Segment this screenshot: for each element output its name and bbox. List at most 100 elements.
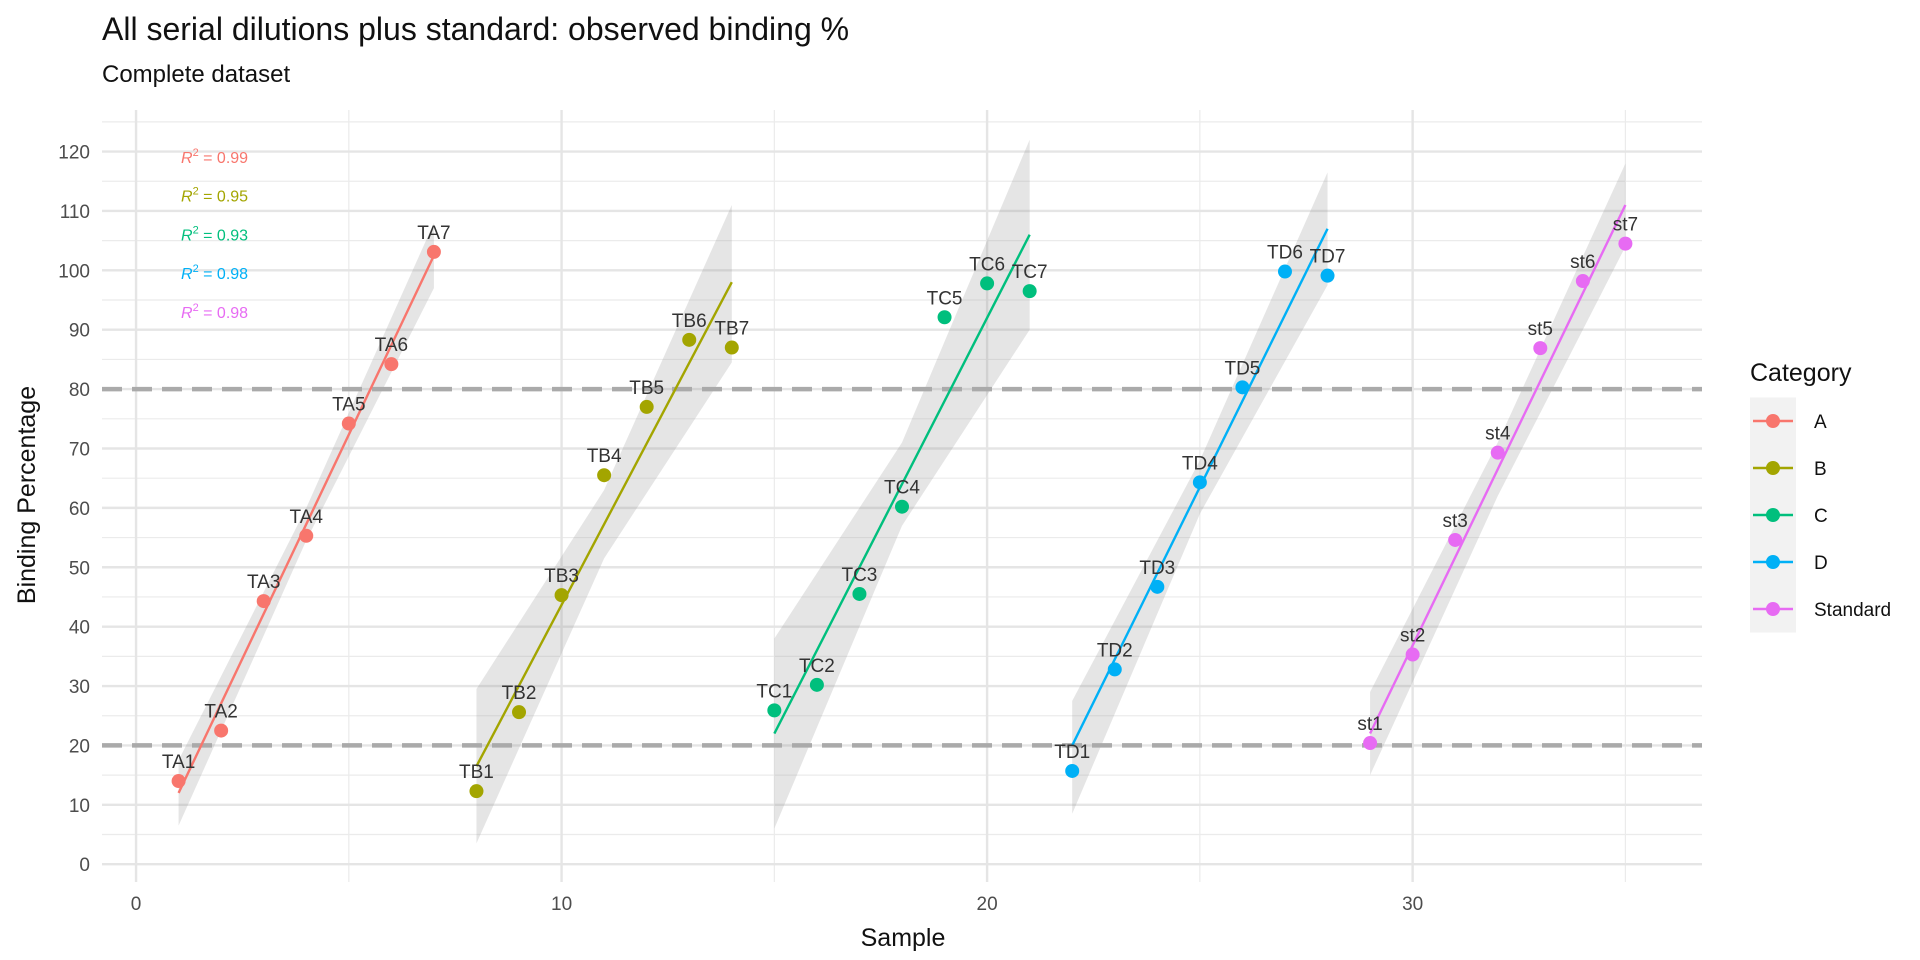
data-point [724, 340, 739, 355]
legend: Category A B C D Standard [1750, 359, 1891, 633]
y-axis-title: Binding Percentage [13, 386, 41, 604]
data-point [895, 499, 909, 514]
point-label: st5 [1528, 319, 1553, 340]
point-label: TB4 [587, 446, 622, 467]
confidence-band [1072, 172, 1328, 814]
data-point [1448, 532, 1463, 547]
data-point [1618, 236, 1633, 251]
chart-title: All serial dilutions plus standard: obse… [102, 11, 849, 47]
data-point [1277, 264, 1292, 279]
r-squared-label: R2 = 0.98 [181, 263, 248, 283]
point-label: TB5 [629, 378, 664, 399]
point-label: TA6 [375, 335, 408, 356]
y-tick-label: 70 [69, 439, 90, 460]
x-tick-label: 0 [131, 894, 142, 915]
y-tick-label: 20 [69, 736, 90, 757]
reference-lines [102, 386, 1702, 748]
r-squared-annotations: R2 = 0.99 R2 = 0.95 R2 = 0.93 R2 = 0.98 R2 =… [181, 147, 248, 322]
legend-title: Category [1750, 359, 1852, 387]
point-label: TA7 [417, 223, 450, 244]
x-tick-label: 20 [977, 894, 998, 915]
data-point [980, 276, 995, 291]
data-point [1320, 268, 1335, 283]
r-squared-label: R2 = 0.98 [181, 302, 248, 322]
data-point [852, 586, 867, 601]
minor-gridlines [102, 110, 1702, 882]
point-labels: TA1 TA2 TA3 TA4 TA5 TA6 TA7 TB1 TB2 TB3 TB4 TB5 TB6 T… [162, 215, 1638, 784]
point-label: st2 [1400, 626, 1425, 647]
y-tick-label: 90 [69, 321, 90, 342]
y-tick-label: 80 [69, 380, 90, 401]
data-point [469, 784, 484, 799]
point-label: TB2 [502, 683, 537, 704]
point-label: TA3 [247, 572, 280, 593]
y-axis-ticks: 0 10 20 30 40 50 60 70 80 90 100 110 120 [58, 143, 90, 877]
fit-line [177, 254, 435, 794]
point-label: TD7 [1310, 247, 1346, 268]
legend-label: A [1814, 412, 1827, 433]
point-label: TA4 [290, 507, 324, 528]
data-point [171, 774, 186, 789]
legend-label: C [1814, 506, 1828, 527]
data-point [299, 528, 314, 543]
data-points [171, 236, 1633, 799]
point-label: st4 [1485, 424, 1511, 445]
data-point [341, 416, 356, 431]
legend-label: Standard [1814, 600, 1891, 621]
r-squared-label: R2 = 0.95 [181, 186, 248, 206]
data-point [597, 468, 612, 483]
data-point [639, 399, 654, 414]
point-label: TC2 [799, 656, 835, 677]
point-label: TB6 [672, 311, 707, 332]
data-point [1192, 475, 1207, 490]
point-label: st6 [1570, 252, 1595, 273]
data-point [1533, 341, 1548, 356]
y-tick-label: 30 [69, 677, 90, 698]
data-point [214, 723, 229, 738]
data-point [809, 677, 824, 692]
chart-subtitle: Complete dataset [102, 61, 290, 88]
point-label: TD1 [1054, 742, 1090, 763]
point-label: st7 [1613, 215, 1638, 236]
data-point [1575, 274, 1590, 289]
point-label: TC7 [1012, 262, 1048, 283]
data-point [1405, 647, 1420, 662]
data-point [1235, 380, 1250, 395]
legend-label: D [1814, 553, 1828, 574]
data-point [512, 705, 527, 720]
x-axis-title: Sample [861, 924, 946, 952]
r-squared-label: R2 = 0.99 [181, 147, 248, 167]
plot-panel: TA1 TA2 TA3 TA4 TA5 TA6 TA7 TB1 TB2 TB3 TB4 TB5 TB6 T… [102, 110, 1702, 882]
fit-lines [177, 204, 1627, 794]
data-point [767, 703, 782, 718]
point-label: TA1 [162, 752, 195, 773]
data-point [1065, 763, 1080, 778]
point-label: TC3 [841, 565, 877, 586]
data-point [1363, 736, 1378, 751]
data-point [426, 244, 441, 259]
legend-key-point [1766, 555, 1780, 569]
y-tick-label: 120 [58, 143, 90, 164]
x-axis-ticks: 0 10 20 30 [131, 894, 1423, 915]
y-tick-label: 110 [60, 202, 90, 223]
point-label: TD2 [1097, 640, 1133, 661]
x-tick-label: 10 [551, 894, 572, 915]
legend-label: B [1814, 459, 1827, 480]
fit-line [773, 234, 1031, 735]
y-tick-label: 100 [58, 261, 90, 282]
y-tick-label: 60 [69, 499, 90, 520]
point-label: TC4 [884, 478, 920, 499]
legend-key-point [1766, 602, 1780, 616]
major-gridlines [102, 110, 1702, 882]
r-squared-label: R2 = 0.93 [181, 224, 248, 244]
data-point [554, 588, 569, 603]
data-point [682, 332, 697, 347]
point-label: TD3 [1139, 558, 1175, 579]
fit-line [475, 281, 733, 767]
point-label: TD5 [1224, 358, 1260, 379]
point-label: TA5 [332, 395, 365, 416]
data-point [384, 357, 399, 372]
point-label: st3 [1443, 511, 1468, 532]
legend-key-point [1766, 508, 1780, 522]
